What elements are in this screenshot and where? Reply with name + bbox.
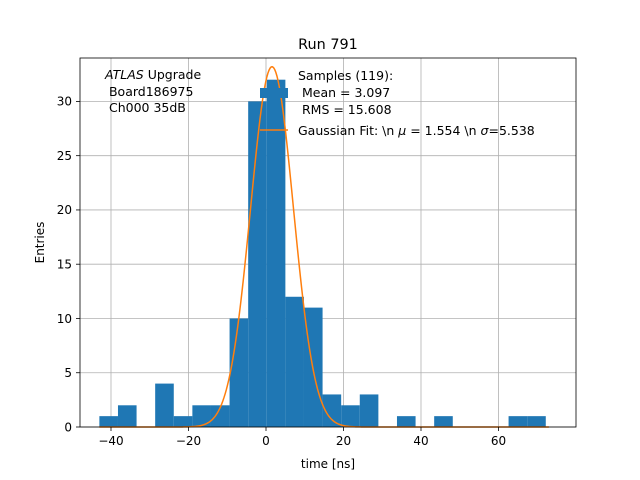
atlas-annotation: ATLAS Upgrade Board186975 Ch000 35dB — [104, 67, 201, 115]
histogram-bar — [508, 416, 528, 427]
y-tick-label: 25 — [57, 149, 72, 163]
x-tick-label: −40 — [98, 434, 123, 448]
x-axis-label: time [ns] — [301, 457, 355, 471]
legend-hist-line-1: Samples (119): — [298, 68, 393, 83]
histogram-bar — [396, 416, 416, 427]
histogram-bar — [285, 296, 304, 427]
x-axis: −40 −20 0 20 40 60 — [98, 427, 506, 448]
histogram-bar — [527, 416, 546, 427]
legend-fit-label: Gaussian Fit: \n μ = 1.554 \n σ=5.538 — [298, 123, 535, 138]
histogram-bar — [155, 383, 174, 427]
histogram-bar — [173, 416, 193, 427]
legend: Samples (119): Mean = 3.097 RMS = 15.608… — [260, 68, 535, 138]
x-tick-label: 20 — [336, 434, 351, 448]
histogram-bar — [99, 416, 118, 427]
legend-hist-line-2: Mean = 3.097 — [298, 85, 390, 100]
histogram-bar — [322, 394, 342, 427]
y-tick-label: 5 — [64, 366, 72, 380]
legend-hist-swatch — [260, 88, 288, 98]
chart-title: Run 791 — [298, 37, 358, 53]
histogram-bar — [266, 79, 286, 428]
y-tick-label: 15 — [57, 258, 72, 272]
legend-hist-line-3: RMS = 15.608 — [298, 102, 392, 117]
x-tick-label: −20 — [176, 434, 201, 448]
x-tick-label: 40 — [413, 434, 428, 448]
histogram-bar — [341, 405, 360, 427]
annotation-line-1: ATLAS Upgrade — [104, 67, 201, 82]
plot-frame — [79, 57, 577, 428]
annotation-line-3: Ch000 35dB — [105, 100, 186, 115]
y-tick-label: 10 — [57, 312, 72, 326]
histogram-bar — [359, 394, 379, 427]
y-tick-label: 30 — [57, 95, 72, 109]
y-axis-label: Entries — [33, 222, 47, 264]
histogram-bar — [248, 101, 267, 427]
x-tick-label: 60 — [491, 434, 506, 448]
y-axis: 0 5 10 15 20 25 30 — [57, 95, 80, 434]
annotation-line-2: Board186975 — [105, 84, 193, 99]
histogram-bar — [192, 405, 211, 427]
y-tick-label: 0 — [64, 420, 72, 434]
histogram-bar — [117, 405, 137, 427]
x-tick-label: 0 — [262, 434, 270, 448]
y-tick-label: 20 — [57, 203, 72, 217]
histogram-bar — [210, 405, 230, 427]
histogram-bar — [229, 318, 249, 427]
histogram-bar — [434, 416, 453, 427]
